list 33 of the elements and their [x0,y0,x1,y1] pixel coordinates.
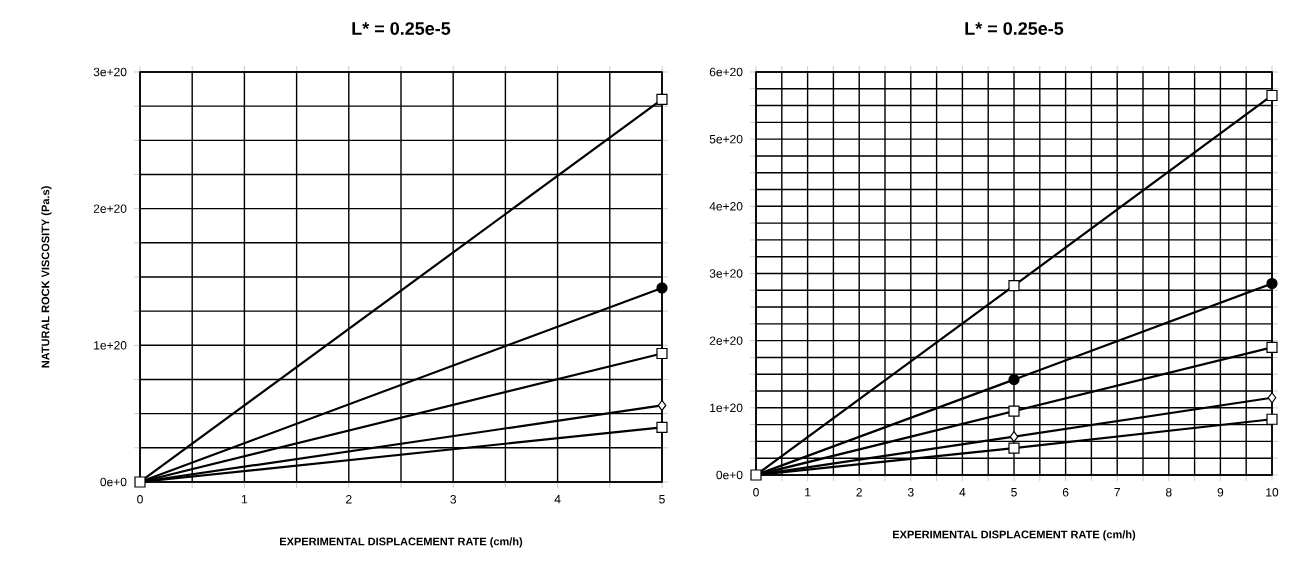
x-tick-label: 3 [907,488,914,497]
x-tick-label: 6 [1062,488,1069,497]
x-tick-label: 4 [959,488,966,497]
x-tick-label: 1 [241,495,248,504]
x-tick-label: 2 [346,495,352,504]
y-tick-label: 2e+20 [93,204,127,213]
x-tick-label: 7 [1114,488,1120,497]
y-tick-label: 2e+20 [709,336,743,345]
x-tick-label: 0 [137,495,143,504]
x-tick-label: 5 [1011,488,1017,497]
x-tick-label: 9 [1217,488,1224,497]
y-tick-label: 1e+20 [94,341,127,350]
y-tick-label: 6e+20 [709,67,743,77]
x-tick-label: 0 [753,488,759,497]
x-tick-label: 1 [805,488,811,497]
x-tick-label: 2 [856,488,862,497]
y-tick-label: 4e+20 [709,202,743,211]
x-tick-label: 4 [554,495,561,504]
y-tick-label: 3e+20 [93,67,127,77]
y-tick-label: 5e+20 [709,134,743,144]
x-axis-title: EXPERIMENTAL DISPLACEMENT RATE (cm/h) [893,530,1136,541]
x-tick-label: 8 [1166,488,1172,497]
y-tick-label: 1e+20 [710,403,743,413]
y-tick-label: 0e+0 [100,477,127,487]
y-tick-label: 3e+20 [709,269,743,278]
x-axis-title: EXPERIMENTAL DISPLACEMENT RATE (cm/h) [280,537,523,548]
x-tick-label: 5 [659,495,665,504]
chart-title: L* = 0.25e-5 [352,22,451,35]
x-tick-label: 3 [450,495,457,504]
x-tick-label: 10 [1266,488,1279,497]
y-tick-label: 0e+0 [716,470,743,480]
y-axis-title: NATURAL ROCK VISCOSITY (Pa.s) [41,186,52,368]
chart-title: L* = 0.25e-5 [965,22,1064,35]
